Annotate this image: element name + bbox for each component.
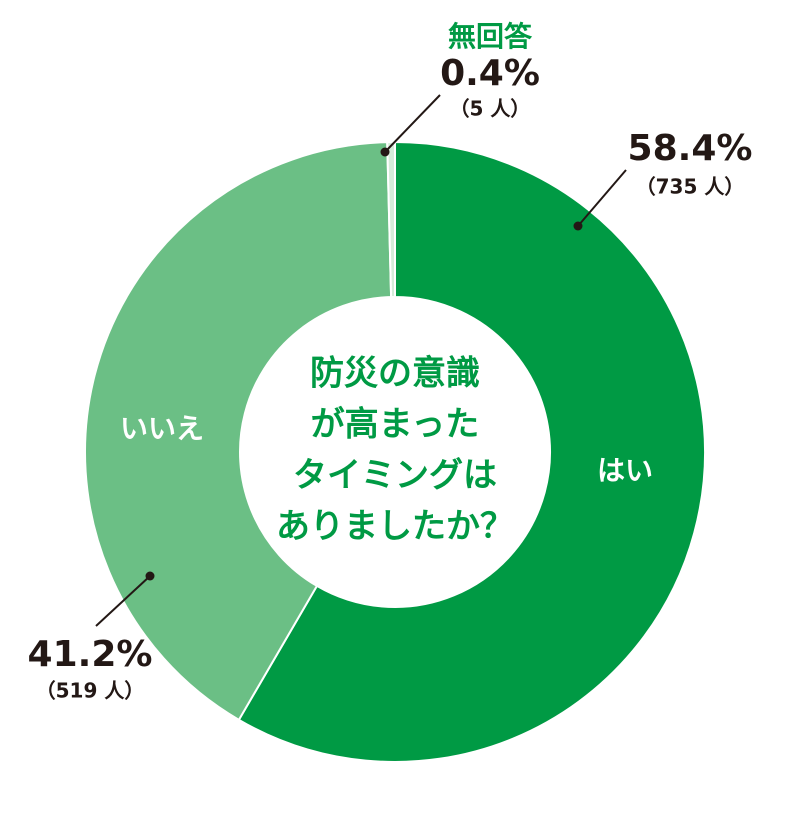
center-title: ありましたか？ xyxy=(276,507,514,547)
leader-dot xyxy=(145,571,155,581)
center-title: が高まった xyxy=(311,405,480,445)
percent-label: 0.4% xyxy=(440,53,540,94)
leader-line xyxy=(95,575,151,627)
percent-label: 58.4% xyxy=(628,128,753,169)
count-label: （519 人） xyxy=(36,679,145,703)
slice-label: いいえ xyxy=(120,412,204,445)
leader-line xyxy=(577,169,627,227)
slice xyxy=(386,140,396,299)
count-label: （735 人） xyxy=(636,175,745,199)
slice xyxy=(237,140,706,763)
slice-label: 無回答 xyxy=(448,20,533,53)
slice-label: はい xyxy=(597,454,653,487)
leader-line xyxy=(384,94,441,153)
count-label: （5 人） xyxy=(450,97,531,121)
percent-label: 41.2% xyxy=(28,634,153,675)
slice xyxy=(84,141,393,722)
leader-dot xyxy=(380,147,390,157)
center-title: 防災の意識 xyxy=(310,354,480,394)
center-title: タイミングは xyxy=(293,456,497,496)
leader-dot xyxy=(573,221,583,231)
